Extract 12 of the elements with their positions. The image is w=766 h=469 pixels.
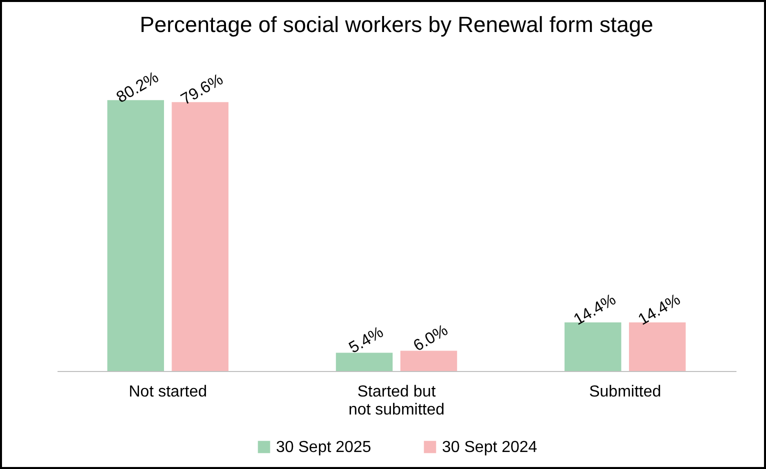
x-tick-label: Not started	[128, 384, 208, 400]
chart-title: Percentage of social workers by Renewal form stage	[140, 12, 654, 37]
x-tick-label: Submitted	[589, 384, 662, 400]
bar	[107, 100, 164, 371]
data-label: 6.0%	[410, 322, 451, 355]
bar	[336, 352, 393, 371]
x-tick-label: Started but not submitted	[348, 384, 445, 418]
legend-label: 30 Sept 2025	[276, 439, 372, 456]
data-label: 5.4%	[346, 324, 386, 358]
bar	[172, 102, 228, 371]
bar	[400, 350, 458, 371]
legend-label: 30 Sept 2024	[442, 439, 538, 456]
